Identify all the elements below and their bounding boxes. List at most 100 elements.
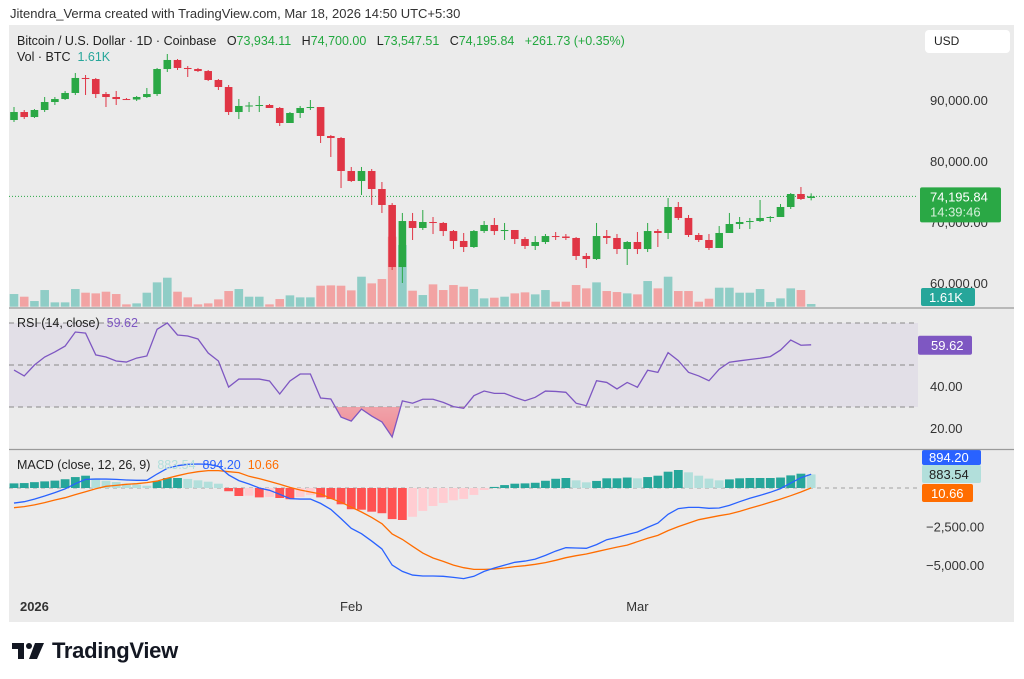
volume-title[interactable]: Vol · BTC <box>17 50 71 64</box>
macd-histogram-bar <box>438 488 448 503</box>
volume-bar <box>377 279 387 307</box>
macd-histogram-bar <box>346 488 356 510</box>
candle <box>40 97 49 113</box>
macd-title[interactable]: MACD (close, 12, 26, 9) <box>17 458 151 472</box>
price-axis-label: 60,000.00 <box>930 276 988 291</box>
candle <box>173 59 182 70</box>
macd-histogram-bar <box>387 488 397 520</box>
candle <box>10 107 18 123</box>
candle-body <box>531 242 540 246</box>
volume-bar <box>275 299 285 307</box>
volume-bar <box>561 301 571 307</box>
candle-body <box>715 232 723 248</box>
macd-legend: MACD (close, 12, 26, 9) 883.54 894.20 10… <box>17 458 279 472</box>
volume-bar <box>152 282 162 307</box>
volume-bar <box>459 286 468 307</box>
macd-histogram-bar <box>755 478 765 488</box>
candle-body <box>143 94 151 98</box>
candle <box>153 67 161 96</box>
macd-histogram-bar <box>101 480 111 488</box>
volume-bar <box>316 285 325 307</box>
low-label: L <box>376 34 384 48</box>
candle <box>194 67 202 73</box>
macd-histogram-bar <box>489 486 499 488</box>
volume-bar <box>408 290 417 307</box>
candle-body <box>10 112 18 121</box>
macd-histogram-bar <box>183 478 193 488</box>
macd-signal-line <box>13 469 812 571</box>
macd-histogram-bar <box>19 483 29 488</box>
volume-bar <box>551 301 560 307</box>
macd-histogram-bar <box>193 480 203 488</box>
candle <box>705 234 713 251</box>
macd-histogram-bar <box>694 475 704 488</box>
macd-histogram-bar <box>684 472 693 488</box>
volume-bar <box>571 285 581 307</box>
candle <box>684 214 693 238</box>
volume-bar <box>500 296 509 307</box>
candle-body <box>91 79 100 95</box>
macd-histogram-bar <box>622 477 632 488</box>
candle <box>20 110 29 120</box>
macd-histogram-bar <box>91 478 101 488</box>
candle-body <box>81 77 90 80</box>
volume-bar <box>367 283 376 307</box>
macd-histogram-bar <box>469 488 479 495</box>
volume-bar <box>449 285 458 307</box>
macd-histogram-bar <box>295 488 305 498</box>
candle-body <box>807 196 815 199</box>
rsi-value-badge-label: 59.62 <box>931 338 964 353</box>
candle-body <box>122 99 131 101</box>
candle <box>613 234 621 255</box>
candle-body <box>419 222 427 228</box>
macd-histogram-bar <box>162 478 172 488</box>
candle <box>71 72 80 95</box>
volume-bar <box>19 296 29 307</box>
volume-bar <box>193 304 203 307</box>
macd-histogram-bar <box>551 478 561 488</box>
macd-axis-label: −5,000.00 <box>926 558 984 573</box>
candle <box>439 222 448 237</box>
macd-histogram-bar <box>530 482 540 488</box>
candle <box>592 222 601 261</box>
candle-body <box>480 224 488 232</box>
macd-histogram-bar <box>367 488 377 512</box>
volume-bar <box>81 292 90 307</box>
volume-bar <box>796 290 806 307</box>
volume-bar <box>622 293 632 307</box>
volume-bar <box>755 289 765 307</box>
volume-bar <box>122 304 131 307</box>
volume-bar <box>653 288 663 307</box>
macd-histogram-bar <box>30 482 39 488</box>
tradingview-logo[interactable]: TradingView <box>12 638 178 664</box>
candle <box>459 232 468 253</box>
candle-body <box>214 79 223 88</box>
candle <box>214 79 223 90</box>
last-price-label: 74,195.84 <box>930 189 988 204</box>
rsi-title[interactable]: RSI (14, close) <box>17 316 100 330</box>
macd-histogram-bar <box>786 475 796 488</box>
candle <box>797 186 805 200</box>
symbol-title[interactable]: Bitcoin / U.S. Dollar · 1D · Coinbase <box>17 34 217 48</box>
currency-button[interactable]: USD <box>925 30 1010 53</box>
candle-body <box>756 217 764 222</box>
candle-body <box>582 255 591 260</box>
macd-histogram-bar <box>806 474 816 488</box>
volume-bar <box>224 291 233 307</box>
candle <box>112 90 120 106</box>
volume-bar <box>91 293 101 307</box>
volume-bar <box>163 277 172 307</box>
candle-body <box>316 107 325 136</box>
histogram-value-badge-label: 883.54 <box>929 467 969 482</box>
last-price-badge <box>920 187 1001 223</box>
candle-body <box>684 217 693 235</box>
macd-histogram-bar <box>418 488 428 511</box>
candle <box>204 69 212 82</box>
candle <box>531 236 540 251</box>
low-value: 73,547.51 <box>383 34 440 48</box>
candle-body <box>623 242 631 250</box>
candle <box>572 237 580 261</box>
candle <box>419 209 427 230</box>
volume-bar <box>725 287 734 307</box>
